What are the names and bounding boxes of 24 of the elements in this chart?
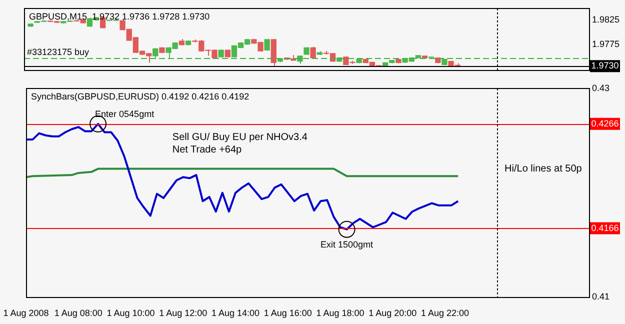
- chart-title: SynchBars(GBPUSD,EURUSD) 0.4192 0.4216 0.4192: [31, 91, 250, 102]
- annotation: Hi/Lo lines at 50p: [504, 163, 582, 174]
- y-tick-label: 0.41: [592, 292, 610, 302]
- y-tick-label: 0.43: [592, 82, 610, 93]
- ref-line-label: #33123175 buy: [27, 46, 90, 57]
- x-tick-label: 1 Aug 2008: [3, 308, 49, 318]
- chart-title: GBPUSD,M15 1.9732 1.9736 1.9728 1.9730: [29, 11, 210, 22]
- x-tick-label: 1 Aug 16:00: [264, 308, 312, 318]
- y-tick-label: 1.9775: [592, 38, 620, 49]
- ref-line-label: 0.4266: [591, 118, 619, 128]
- annotation: Enter 0545gmt: [95, 108, 155, 119]
- x-tick-label: 1 Aug 18:00: [316, 308, 364, 318]
- x-tick-label: 1 Aug 10:00: [106, 308, 155, 318]
- annotation: Net Trade +64p: [172, 144, 242, 156]
- x-tick-label: 1 Aug 22:00: [420, 308, 470, 318]
- y-tick-label: 1.9825: [592, 14, 620, 25]
- x-tick-label: 1 Aug 12:00: [159, 308, 208, 318]
- annotation: Exit 1500gmt: [320, 239, 374, 250]
- ref-line-label: 0.4166: [591, 222, 619, 233]
- x-tick-label: 1 Aug 08:00: [54, 308, 102, 318]
- x-tick-label: 1 Aug 20:00: [368, 308, 417, 318]
- x-tick-label: 1 Aug 14:00: [211, 308, 260, 318]
- annotation: Sell GU/ Buy EU per NHOv3.4: [172, 132, 308, 143]
- ref-line-label: 1.9730: [591, 60, 619, 71]
